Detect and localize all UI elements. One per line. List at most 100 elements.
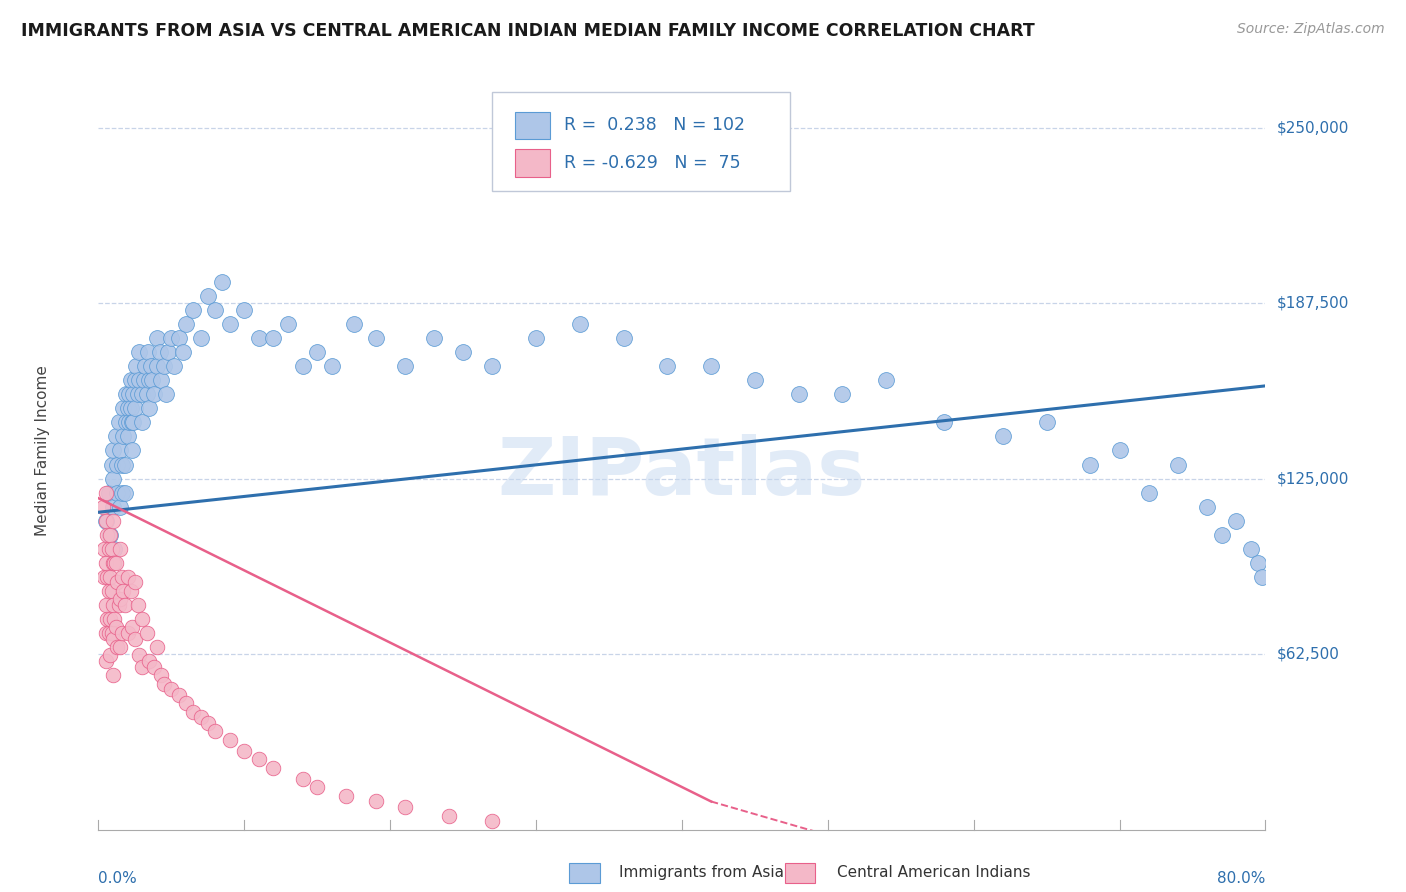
Point bbox=[131, 612, 153, 626]
Point bbox=[1035, 416, 1057, 430]
Point bbox=[124, 401, 146, 416]
Point bbox=[149, 345, 172, 359]
Point bbox=[127, 387, 149, 401]
Point bbox=[101, 556, 124, 570]
Point bbox=[451, 345, 474, 359]
Text: IMMIGRANTS FROM ASIA VS CENTRAL AMERICAN INDIAN MEDIAN FAMILY INCOME CORRELATION: IMMIGRANTS FROM ASIA VS CENTRAL AMERICAN… bbox=[21, 22, 1035, 40]
Text: R = -0.629   N =  75: R = -0.629 N = 75 bbox=[564, 154, 741, 172]
Point bbox=[167, 688, 190, 702]
Point bbox=[150, 668, 173, 682]
Point bbox=[94, 514, 117, 528]
Text: Median Family Income: Median Family Income bbox=[35, 365, 49, 536]
Point bbox=[93, 570, 115, 584]
Point bbox=[128, 373, 150, 387]
Point bbox=[991, 429, 1014, 443]
Point bbox=[307, 345, 329, 359]
Point bbox=[103, 612, 125, 626]
Point bbox=[110, 443, 132, 458]
Point bbox=[125, 359, 148, 374]
Point bbox=[98, 527, 121, 541]
Point bbox=[181, 303, 204, 318]
Point bbox=[150, 373, 173, 387]
Point bbox=[163, 359, 186, 374]
Text: 80.0%: 80.0% bbox=[1218, 871, 1265, 887]
Point bbox=[247, 752, 270, 766]
Point bbox=[124, 632, 146, 646]
Point bbox=[700, 359, 723, 374]
Point bbox=[111, 570, 134, 584]
Point bbox=[128, 648, 150, 663]
Point bbox=[118, 416, 141, 430]
Text: $125,000: $125,000 bbox=[1277, 471, 1348, 486]
Point bbox=[98, 612, 121, 626]
Point bbox=[138, 373, 160, 387]
Point bbox=[204, 724, 226, 739]
Point bbox=[91, 500, 114, 514]
Point bbox=[1211, 527, 1233, 541]
Point bbox=[142, 387, 165, 401]
Point bbox=[934, 416, 956, 430]
Point bbox=[218, 732, 240, 747]
Point bbox=[394, 359, 416, 374]
Point bbox=[160, 682, 183, 697]
Point bbox=[122, 387, 145, 401]
Point bbox=[481, 814, 503, 829]
Point bbox=[135, 387, 157, 401]
Point bbox=[136, 345, 159, 359]
Point bbox=[97, 583, 120, 598]
Point bbox=[121, 443, 143, 458]
Point bbox=[97, 485, 120, 500]
Point bbox=[104, 556, 127, 570]
Text: $250,000: $250,000 bbox=[1277, 120, 1348, 135]
Point bbox=[110, 592, 132, 607]
Point bbox=[141, 373, 163, 387]
Point bbox=[291, 359, 314, 374]
Point bbox=[105, 485, 128, 500]
Point bbox=[131, 416, 153, 430]
Point bbox=[96, 527, 118, 541]
Point bbox=[100, 583, 122, 598]
Point bbox=[1108, 443, 1130, 458]
Point bbox=[117, 626, 139, 640]
Point bbox=[138, 654, 160, 668]
Point bbox=[1137, 485, 1160, 500]
Point bbox=[100, 541, 122, 556]
Point bbox=[101, 632, 124, 646]
Point bbox=[437, 808, 460, 822]
FancyBboxPatch shape bbox=[515, 112, 550, 139]
Point bbox=[153, 359, 176, 374]
Point bbox=[423, 331, 446, 345]
Point bbox=[112, 401, 135, 416]
Point bbox=[247, 331, 270, 345]
Point bbox=[111, 458, 134, 472]
Point bbox=[138, 401, 160, 416]
Point bbox=[94, 514, 117, 528]
Point bbox=[94, 626, 117, 640]
Point bbox=[233, 303, 256, 318]
Point bbox=[343, 317, 366, 331]
Point bbox=[98, 648, 121, 663]
Point bbox=[204, 303, 226, 318]
Point bbox=[98, 527, 121, 541]
Point bbox=[364, 795, 387, 809]
Point bbox=[101, 668, 124, 682]
Text: ZIPatlas: ZIPatlas bbox=[498, 434, 866, 512]
Point bbox=[364, 331, 387, 345]
Point bbox=[1167, 458, 1189, 472]
Point bbox=[262, 761, 284, 775]
Point bbox=[110, 500, 132, 514]
Point bbox=[115, 387, 138, 401]
Point bbox=[1195, 500, 1218, 514]
Point bbox=[875, 373, 897, 387]
Point bbox=[481, 359, 503, 374]
Point bbox=[744, 373, 766, 387]
Point bbox=[160, 331, 183, 345]
Point bbox=[114, 485, 136, 500]
Point bbox=[104, 429, 127, 443]
Point bbox=[155, 387, 177, 401]
Point bbox=[1225, 514, 1247, 528]
Point bbox=[131, 659, 153, 673]
Point bbox=[146, 331, 169, 345]
Point bbox=[101, 443, 124, 458]
Point bbox=[104, 620, 127, 634]
